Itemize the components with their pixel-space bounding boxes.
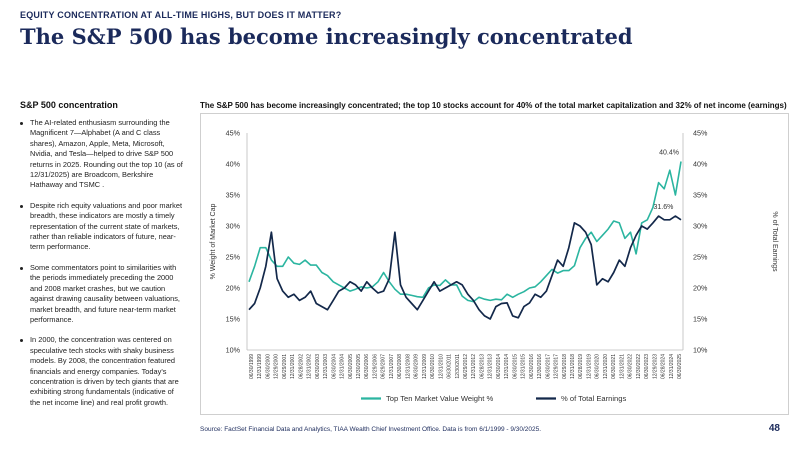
y-tick-label-right: 10% xyxy=(693,346,708,355)
x-tick-label: 12/31/1999 xyxy=(257,354,263,379)
y-tick-label-left: 25% xyxy=(226,253,241,262)
x-tick-label: 12/29/2000 xyxy=(274,354,280,379)
y-tick-label-left: 45% xyxy=(226,129,241,138)
bullet-item: In 2000, the concentration was centered … xyxy=(20,335,186,408)
x-tick-label: 12/31/2008 xyxy=(405,354,411,379)
chart-container: 10% 15% 20% 25% 30% 35% 40% 45% 10% 15% 20% 25% 30% 3… xyxy=(200,113,789,415)
source-note: Source: FactSet Financial Data and Analy… xyxy=(200,426,542,433)
sidebar-heading: S&P 500 concentration xyxy=(20,100,118,110)
x-tick-label: 06/30/2015 xyxy=(512,354,518,379)
x-tick-label: 06/28/2024 xyxy=(661,354,667,379)
series-line-market-weight xyxy=(248,161,682,303)
x-tick-label: 06/30/2021 xyxy=(611,354,617,379)
page-number: 48 xyxy=(768,423,780,434)
x-tick-label: 12/31/2020 xyxy=(603,354,609,379)
x-tick-label: 12/31/2003 xyxy=(323,354,329,379)
bullet-item: Despite rich equity valuations and poor … xyxy=(20,201,186,253)
x-tick-label: 06/30/1999 xyxy=(249,354,255,379)
x-tick-label: 12/30/2022 xyxy=(636,354,642,379)
y-tick-label-right: 40% xyxy=(693,160,708,169)
x-tick-label: 06/30/2005 xyxy=(348,354,354,379)
x-tick-label: 06/30/2006 xyxy=(364,354,370,379)
x-tick-label: 06/30/2010 xyxy=(430,354,436,379)
x-tick-label: 06/30/2000 xyxy=(265,354,271,379)
x-tick-label: 06/28/2002 xyxy=(298,354,304,379)
x-tick-label: 12/30/2016 xyxy=(537,354,543,379)
x-tick-label: 12/31/2004 xyxy=(340,354,346,379)
page-title: The S&P 500 has become increasingly conc… xyxy=(20,24,633,49)
x-tick-label: 12/31/2009 xyxy=(422,354,428,379)
legend-label-earnings: % of Total Earnings xyxy=(561,394,626,403)
bullet-item: The AI-related enthusiasm surrounding th… xyxy=(20,118,186,191)
x-tick-label: 12/31/2001 xyxy=(290,354,296,379)
x-tick-label: 12/31/2014 xyxy=(504,354,510,379)
data-label: 31.6% xyxy=(654,204,674,211)
x-tick-label: 12/31/2018 xyxy=(570,354,576,379)
concentration-line-chart: 10% 15% 20% 25% 30% 35% 40% 45% 10% 15% 20% 25% 30% 3… xyxy=(210,129,778,404)
x-tick-label: 06/30/2025 xyxy=(677,354,683,379)
y-tick-label-left: 20% xyxy=(226,284,241,293)
y-axis-title-right: % of Total Earnings xyxy=(771,211,778,272)
x-tick-label: 06/30/2016 xyxy=(529,354,535,379)
eyebrow-heading: EQUITY CONCENTRATION AT ALL-TIME HIGHS, … xyxy=(20,10,342,20)
x-tick-label: 12/29/2006 xyxy=(372,354,378,379)
x-tick-label: 12/31/2024 xyxy=(669,354,675,379)
x-tick-label: 06/30/2004 xyxy=(331,354,337,379)
x-tick-label: 06/30/2017 xyxy=(545,354,551,379)
bullet-item: Some commentators point to similarities … xyxy=(20,263,186,325)
y-tick-label-left: 40% xyxy=(226,160,241,169)
x-tick-label: 06/30/2009 xyxy=(414,354,420,379)
x-tick-label: 06/28/2013 xyxy=(479,354,485,379)
x-tick-label: 12/31/2015 xyxy=(521,354,527,379)
x-tick-label: 06/30/2022 xyxy=(628,354,634,379)
x-tick-label: 12/31/2002 xyxy=(307,354,313,379)
y-tick-label-right: 35% xyxy=(693,191,708,200)
x-tick-label: 06/29/2007 xyxy=(381,354,387,379)
x-tick-label: 06/30/2003 xyxy=(315,354,321,379)
x-tick-label: 12/31/2010 xyxy=(438,354,444,379)
y-tick-label-left: 10% xyxy=(226,346,241,355)
chart-title: The S&P 500 has become increasingly conc… xyxy=(200,101,787,110)
x-tick-label: 12/29/2017 xyxy=(554,354,560,379)
y-tick-label-right: 45% xyxy=(693,129,708,138)
x-tick-label: 12/29/2023 xyxy=(652,354,658,379)
x-tick-label: 06/28/2019 xyxy=(578,354,584,379)
y-tick-label-right: 15% xyxy=(693,315,708,324)
y-axis-title-left: % Weight of Market Cap xyxy=(210,204,217,280)
x-tick-label: 12/30/2005 xyxy=(356,354,362,379)
x-tick-label: 12/31/2007 xyxy=(389,354,395,379)
x-tick-label: 06/30/2011 xyxy=(447,354,453,379)
x-tick-label: 06/29/2018 xyxy=(562,354,568,379)
x-tick-label: 12/31/2012 xyxy=(471,354,477,379)
x-tick-label: 12/31/2019 xyxy=(586,354,592,379)
x-tick-label: 12/30/2011 xyxy=(455,354,461,379)
y-tick-label-right: 30% xyxy=(693,222,708,231)
y-tick-label-left: 30% xyxy=(226,222,241,231)
series-line-earnings xyxy=(248,215,682,320)
y-tick-label-right: 25% xyxy=(693,253,708,262)
x-tick-label: 06/30/2020 xyxy=(595,354,601,379)
x-tick-label: 06/29/2001 xyxy=(282,354,288,379)
x-tick-label: 06/30/2014 xyxy=(496,354,502,379)
legend-label-market-weight: Top Ten Market Value Weight % xyxy=(386,394,493,403)
bullet-list: The AI-related enthusiasm surrounding th… xyxy=(20,118,186,408)
x-tick-label: 12/31/2021 xyxy=(619,354,625,379)
sidebar-panel: S&P 500 concentration The AI-related ent… xyxy=(20,100,186,418)
x-tick-label: 06/30/2008 xyxy=(397,354,403,379)
y-tick-label-left: 35% xyxy=(226,191,241,200)
x-tick-label: 12/31/2013 xyxy=(488,354,494,379)
y-tick-label-right: 20% xyxy=(693,284,708,293)
data-label: 40.4% xyxy=(659,150,679,157)
y-tick-label-left: 15% xyxy=(226,315,241,324)
x-tick-label: 06/29/2012 xyxy=(463,354,469,379)
x-tick-label: 06/30/2023 xyxy=(644,354,650,379)
